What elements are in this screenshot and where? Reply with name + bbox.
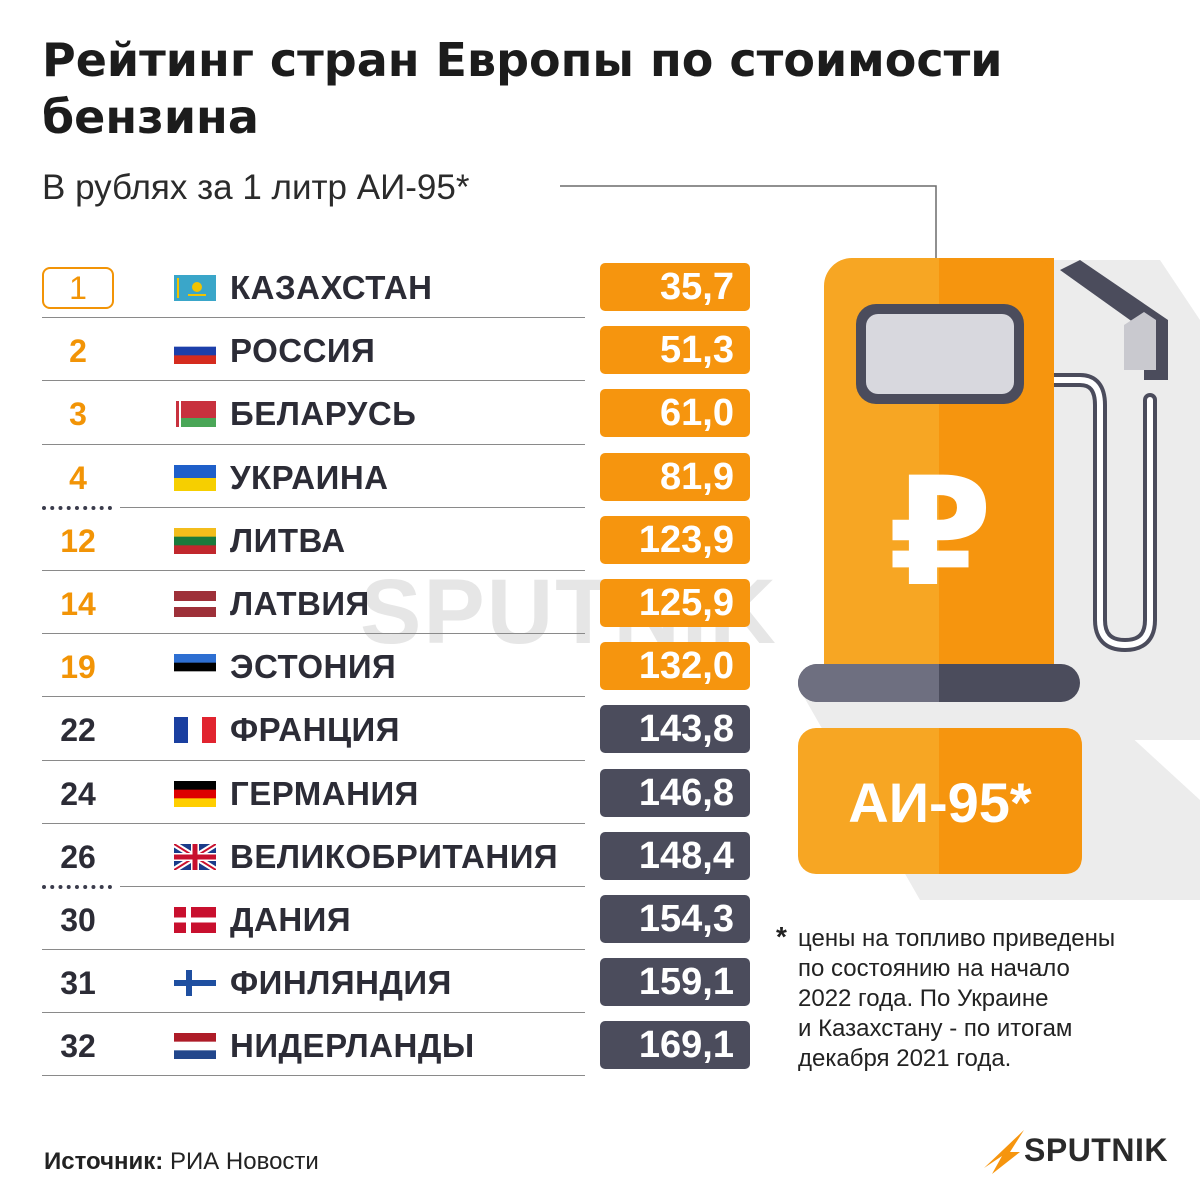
footnote-line: декабря 2021 года. bbox=[798, 1045, 1012, 1072]
rank-number: 26 bbox=[60, 838, 96, 875]
price-badge: 35,7 bbox=[600, 263, 750, 311]
footnote-star: * bbox=[776, 921, 787, 952]
footnote-line: по состоянию на начало bbox=[798, 955, 1070, 982]
country-name: ДАНИЯ bbox=[230, 900, 352, 938]
row-divider bbox=[42, 443, 585, 445]
sputnik-logo-text: SPUTNIK bbox=[1024, 1132, 1168, 1168]
price-badge: 81,9 bbox=[600, 452, 750, 501]
row-divider bbox=[42, 949, 585, 951]
country-name: ГЕРМАНИЯ bbox=[230, 774, 419, 812]
rank-number: 12 bbox=[60, 522, 96, 559]
table-row: 30 ДАНИЯ 154,3 bbox=[42, 887, 752, 951]
source-value: РИА Новости bbox=[169, 1148, 319, 1175]
table-row: 26 ВЕЛИКОБРИТАНИЯ 148,4 bbox=[42, 824, 752, 889]
price-badge: 125,9 bbox=[600, 578, 750, 627]
price-badge: 51,3 bbox=[600, 326, 750, 375]
ranking-table: 1 КАЗАХСТАН 35,7 2 РОССИЯ 51,3 3 БЕЛАРУСЬ 61,0 4 У… bbox=[42, 255, 752, 1077]
country-name: НИДЕРЛАНДЫ bbox=[230, 1027, 475, 1065]
table-row: 32 НИДЕРЛАНДЫ 169,1 bbox=[42, 1013, 752, 1077]
fuel-label: АИ-95* bbox=[848, 771, 1032, 834]
footnote-line: и Казахстану - по итогам bbox=[798, 1015, 1073, 1042]
denmark-flag-icon bbox=[174, 906, 216, 933]
rank-number: 24 bbox=[60, 775, 96, 812]
price-badge: 61,0 bbox=[600, 389, 750, 438]
rank-number: 32 bbox=[60, 1028, 96, 1065]
rank-number: 31 bbox=[60, 965, 96, 1002]
table-row: 24 ГЕРМАНИЯ 146,8 bbox=[42, 761, 752, 824]
rank-number: 19 bbox=[60, 649, 96, 686]
rank-number: 22 bbox=[60, 712, 96, 749]
table-row: 31 ФИНЛЯНДИЯ 159,1 bbox=[42, 950, 752, 1014]
rank-number: 4 bbox=[69, 459, 87, 496]
row-divider bbox=[42, 633, 585, 635]
price-badge: 123,9 bbox=[600, 515, 750, 564]
row-divider bbox=[42, 1012, 585, 1014]
kazakhstan-flag-icon bbox=[174, 275, 216, 301]
country-name: ЭСТОНИЯ bbox=[230, 648, 397, 686]
page-title: Рейтинг стран Европы по стоимости бензин… bbox=[42, 33, 1003, 144]
currency-symbol: ₽ bbox=[887, 446, 993, 620]
row-divider bbox=[42, 822, 585, 824]
france-flag-icon bbox=[174, 717, 216, 744]
rank-number: 3 bbox=[69, 396, 87, 433]
ukraine-flag-icon bbox=[174, 464, 216, 491]
lithuania-flag-icon bbox=[174, 527, 216, 554]
estonia-flag-icon bbox=[174, 654, 216, 681]
rank-number: 1 bbox=[42, 267, 114, 309]
country-name: УКРАИНА bbox=[230, 458, 389, 496]
price-badge: 146,8 bbox=[600, 768, 750, 817]
price-badge: 143,8 bbox=[600, 705, 750, 754]
row-divider bbox=[42, 380, 585, 382]
price-badge: 159,1 bbox=[600, 958, 750, 1007]
rank-number: 30 bbox=[60, 901, 96, 938]
row-divider bbox=[42, 696, 585, 698]
footnote: * цены на топливо приведены по состоянию… bbox=[776, 922, 1178, 1074]
dotted-separator bbox=[42, 505, 112, 510]
row-divider bbox=[120, 885, 585, 887]
rank-number: 2 bbox=[69, 333, 87, 370]
table-row: 4 УКРАИНА 81,9 bbox=[42, 445, 752, 510]
sputnik-logo-icon bbox=[984, 1130, 1024, 1174]
row-divider bbox=[42, 759, 585, 761]
country-name: ЛИТВА bbox=[230, 521, 346, 559]
finland-flag-icon bbox=[174, 970, 216, 997]
netherlands-flag-icon bbox=[174, 1033, 216, 1060]
footnote-line: 2022 года. По Украине bbox=[798, 985, 1049, 1012]
country-name: ФРАНЦИЯ bbox=[230, 711, 400, 749]
table-row: 3 БЕЛАРУСЬ 61,0 bbox=[42, 381, 752, 445]
price-badge: 132,0 bbox=[600, 642, 750, 691]
country-name: ФИНЛЯНДИЯ bbox=[230, 964, 452, 1002]
price-badge: 148,4 bbox=[600, 831, 750, 880]
row-divider bbox=[42, 317, 585, 319]
row-divider bbox=[42, 1075, 585, 1077]
fuel-pump-icon bbox=[798, 258, 1200, 900]
germany-flag-icon bbox=[174, 780, 216, 807]
table-row: 12 ЛИТВА 123,9 bbox=[42, 508, 752, 571]
uk-flag-icon bbox=[174, 843, 216, 870]
dotted-separator bbox=[42, 884, 112, 889]
country-name: КАЗАХСТАН bbox=[230, 269, 433, 306]
page-subtitle: В рублях за 1 литр АИ-95* bbox=[42, 168, 470, 207]
country-name: РОССИЯ bbox=[230, 332, 376, 370]
table-row: 1 КАЗАХСТАН 35,7 bbox=[42, 255, 752, 319]
source-label: Источник: bbox=[44, 1148, 164, 1175]
table-row: 14 ЛАТВИЯ 125,9 bbox=[42, 571, 752, 635]
price-badge: 169,1 bbox=[600, 1021, 750, 1070]
russia-flag-icon bbox=[174, 338, 216, 365]
row-divider bbox=[120, 506, 585, 508]
belarus-flag-icon bbox=[174, 401, 216, 428]
country-name: ВЕЛИКОБРИТАНИЯ bbox=[230, 837, 559, 875]
table-row: 22 ФРАНЦИЯ 143,8 bbox=[42, 697, 752, 761]
latvia-flag-icon bbox=[174, 590, 216, 617]
country-name: БЕЛАРУСЬ bbox=[230, 395, 417, 433]
footnote-line: цены на топливо приведены bbox=[798, 925, 1116, 952]
row-divider bbox=[42, 569, 585, 571]
table-row: 19 ЭСТОНИЯ 132,0 bbox=[42, 634, 752, 698]
rank-number: 14 bbox=[60, 585, 96, 622]
price-badge: 154,3 bbox=[600, 894, 750, 943]
table-row: 2 РОССИЯ 51,3 bbox=[42, 318, 752, 382]
source-credit: Источник: РИА Новости bbox=[44, 1148, 319, 1176]
country-name: ЛАТВИЯ bbox=[230, 584, 370, 622]
